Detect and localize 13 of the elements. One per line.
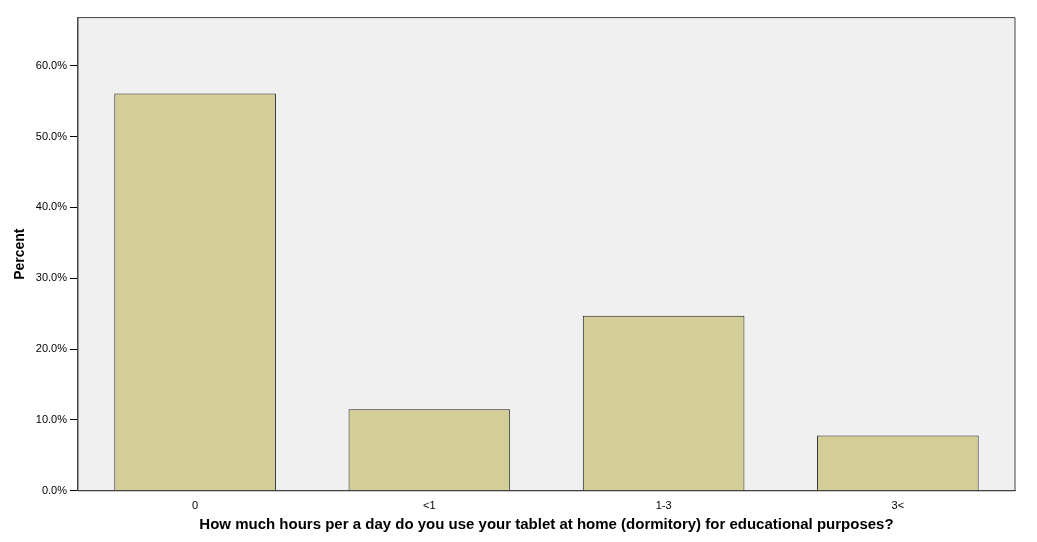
y-tick-label: 40.0% <box>35 200 68 213</box>
y-tick-label: 10.0% <box>35 412 68 425</box>
y-tick-label: 60.0% <box>35 58 68 71</box>
x-tick-label: 3< <box>891 499 905 512</box>
y-tick-label: 0.0% <box>41 483 68 496</box>
y-axis-title: Percent <box>11 228 28 280</box>
y-tick-label: 50.0% <box>35 129 68 142</box>
x-tick-label: 1-3 <box>655 499 672 512</box>
y-tick-label: 20.0% <box>35 342 68 355</box>
x-tick-label: <1 <box>423 499 436 512</box>
x-tick-label: 0 <box>192 499 199 512</box>
x-axis-title: How much hours per a day do you use your tablet at home (dormitory) for educational purposes? <box>199 515 894 533</box>
y-tick-label: 30.0% <box>35 271 68 284</box>
